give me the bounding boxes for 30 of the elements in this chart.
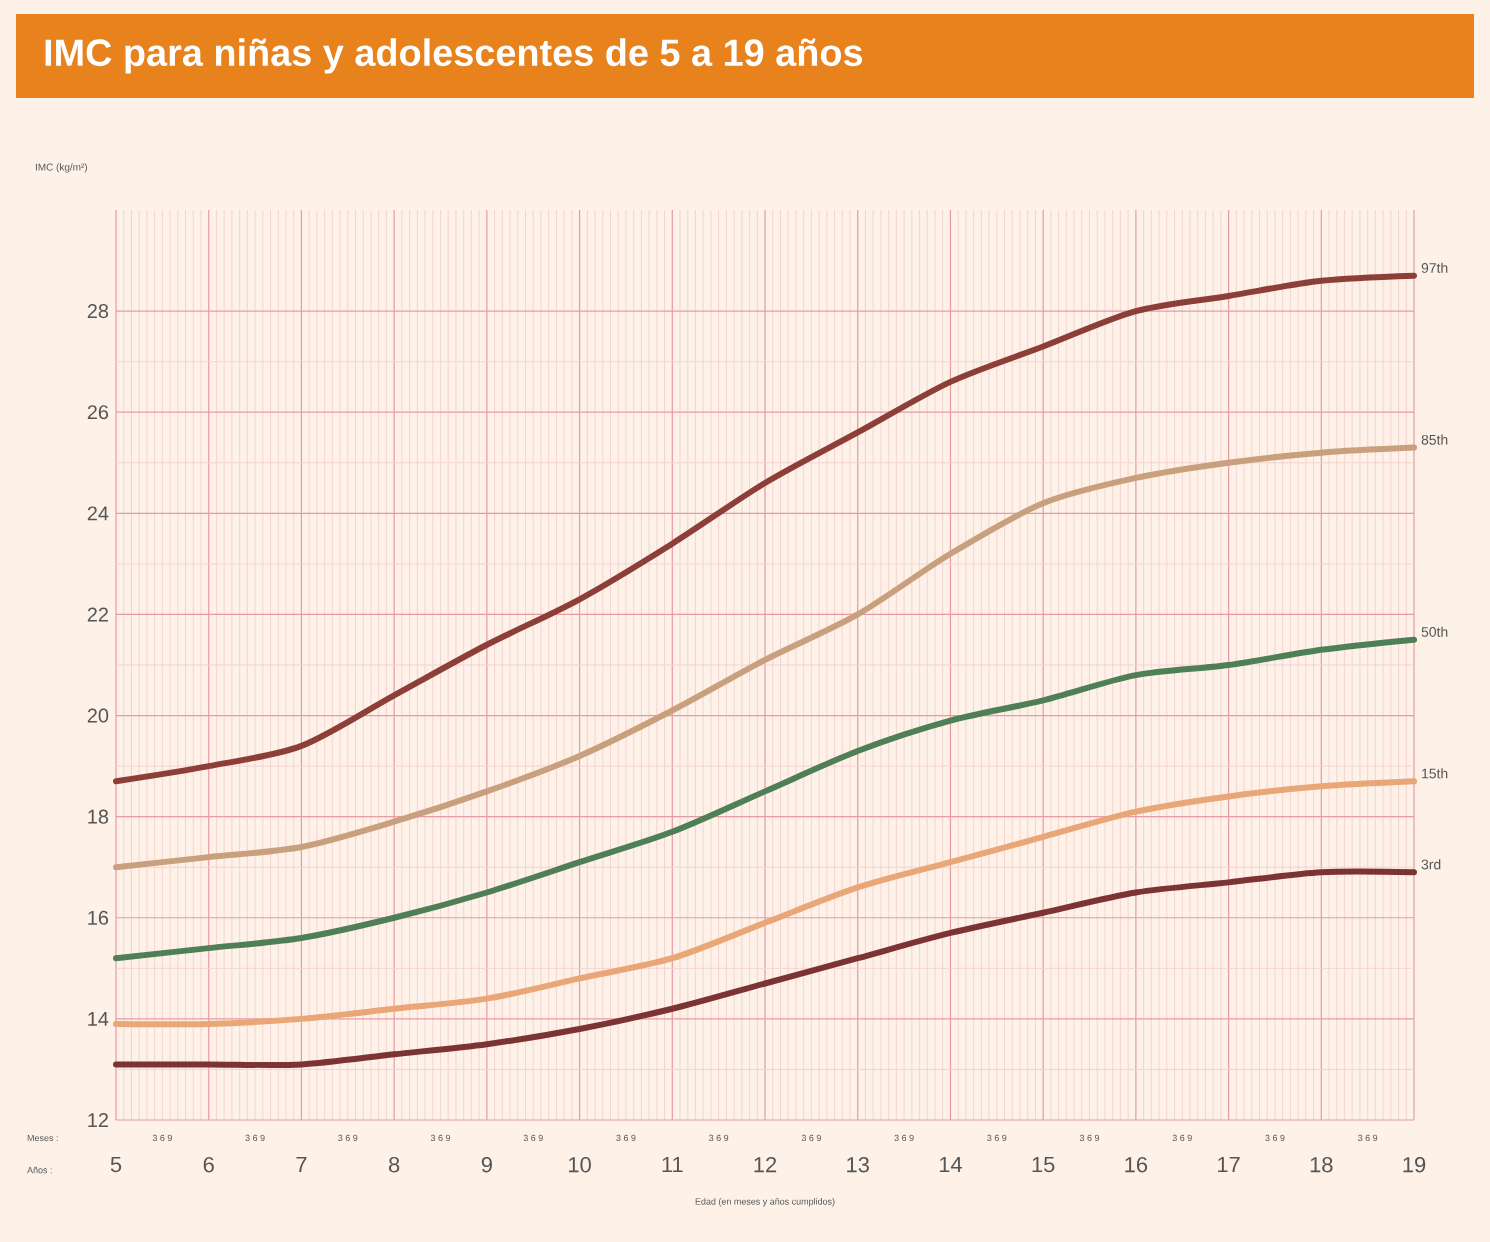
y-tick-label: 16	[88, 910, 109, 925]
y-tick-label: 26	[87, 405, 109, 420]
x-tick-label: 7	[296, 1156, 307, 1173]
x-tick-label: 12	[754, 1156, 777, 1173]
y-tick-label: 12	[88, 1113, 108, 1127]
line-series	[113, 778, 1418, 1028]
x-tick-label: 8	[388, 1156, 400, 1173]
x-tick-label: 16	[1125, 1156, 1148, 1173]
y-tick-label: 24	[87, 506, 109, 521]
y-tick-label: 22	[87, 607, 108, 622]
x-tick-label: 14	[939, 1156, 962, 1173]
x-tick-label: 17	[1218, 1156, 1240, 1173]
x-tick-label: 15	[1032, 1156, 1055, 1173]
x-tick-label: 10	[569, 1156, 591, 1173]
chart-title: IMC para niñas y adolescentes de 5 a 19 años	[45, 38, 863, 74]
line-series	[113, 444, 1418, 871]
x-tick-label: 18	[1310, 1156, 1333, 1173]
y-tick-label: 18	[88, 809, 109, 824]
line-series	[113, 272, 1418, 785]
line-series	[113, 636, 1418, 962]
line-series	[113, 868, 1418, 1068]
y-tick-label: 20	[87, 708, 109, 723]
y-tick-label: 28	[87, 304, 109, 319]
x-tick-label: 11	[662, 1156, 683, 1173]
y-tick-label: 14	[88, 1012, 109, 1026]
x-tick-label: 19	[1403, 1156, 1426, 1173]
x-tick-label: 9	[481, 1156, 492, 1173]
x-tick-label: 5	[110, 1156, 122, 1173]
x-tick-label: 6	[203, 1156, 214, 1173]
x-tick-label: 13	[847, 1156, 869, 1173]
